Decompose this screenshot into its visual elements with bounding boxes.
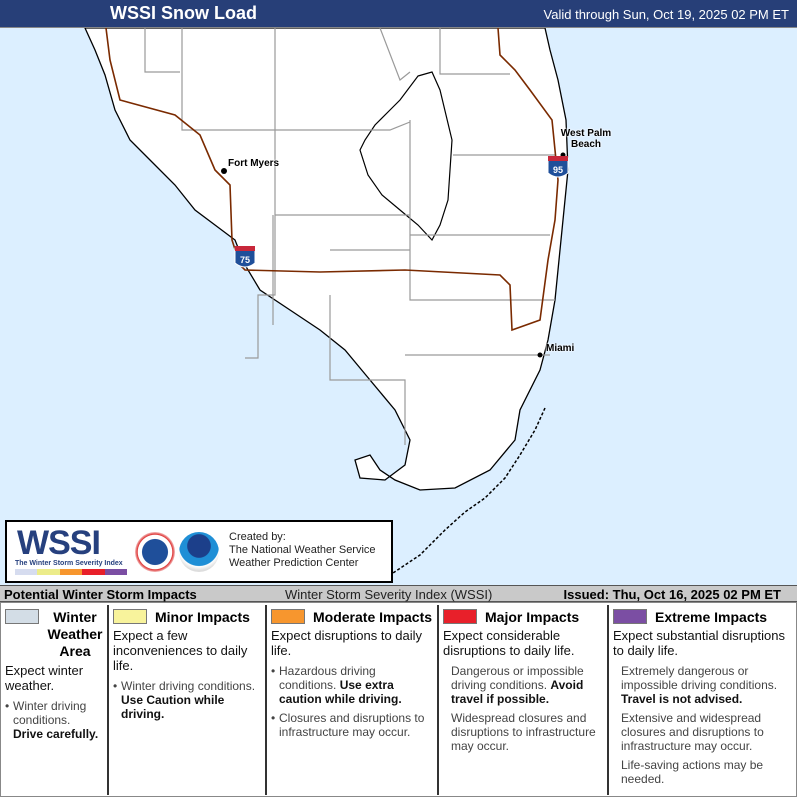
city-label-fort-myers: Fort Myers (228, 158, 280, 169)
header-bar: WSSI Snow Load Valid through Sun, Oct 19… (0, 0, 797, 28)
legend-minor-impacts: Minor Impacts Expect a few inconvenience… (109, 605, 267, 795)
valid-through: Valid through Sun, Oct 19, 2025 02 PM ET (543, 7, 789, 22)
nws-seal-icon (135, 532, 175, 572)
legend-lead: Expect a few inconveniences to daily lif… (113, 628, 248, 673)
org-wpc: Weather Prediction Center (229, 557, 359, 569)
swatch (271, 609, 305, 624)
fort-myers-marker (221, 168, 227, 174)
impact-legend: Winter Weather Area Expect winter weathe… (0, 602, 797, 797)
map-area[interactable]: 75 95 Fort Myers West Palm Beach Miami (0, 28, 797, 585)
issued-time: Issued: Thu, Oct 16, 2025 02 PM ET (563, 587, 781, 602)
legend-lead: Expect substantial disruptions to daily … (613, 628, 785, 658)
lake-okeechobee (359, 71, 453, 242)
legend-extreme-impacts: Extreme Impacts Expect substantial disru… (609, 605, 797, 795)
legend-item: Dangerous or impossible driving conditio… (451, 664, 584, 706)
org-nws: The National Weather Service (229, 544, 376, 556)
noaa-seal-icon (179, 532, 219, 572)
legend-lead: Expect disruptions to daily life. (271, 628, 423, 658)
legend-winter-weather-area: Winter Weather Area Expect winter weathe… (1, 605, 109, 795)
legend-lead: Expect winter weather. (5, 663, 84, 693)
swatch (113, 609, 147, 624)
swatch (613, 609, 647, 624)
legend-item: Extensive and widespread closures and di… (621, 711, 764, 753)
major-roads (105, 28, 559, 332)
swatch (5, 609, 39, 624)
legend-item: Widespread closures and disruptions to i… (451, 711, 596, 753)
legend-lead: Expect considerable disruptions to daily… (443, 628, 575, 658)
created-by-label: Created by: (229, 531, 286, 543)
interstate-75-shield: 75 (234, 246, 256, 268)
city-label-west-palm-beach: West Palm Beach (560, 128, 612, 150)
legend-title: Major Impacts (485, 609, 580, 625)
land (84, 28, 569, 491)
i75-label: 75 (240, 255, 250, 265)
legend-title: Minor Impacts (155, 609, 250, 625)
legend-title: Extreme Impacts (655, 609, 768, 625)
info-bar: Potential Winter Storm Impacts Winter St… (0, 585, 797, 602)
interstate-95-shield: 95 (547, 156, 569, 178)
index-name: Winter Storm Severity Index (WSSI) (285, 587, 493, 602)
city-label-miami: Miami (546, 343, 575, 354)
legend-item: • Hazardous driving conditions. Use extra… (271, 664, 402, 706)
wssi-tagline: The Winter Storm Severity Index (15, 560, 123, 567)
legend-title: Moderate Impacts (313, 609, 433, 625)
legend-item: • Closures and disruptions to infrastruct… (271, 711, 425, 739)
wssi-wordmark: WSSI (17, 524, 101, 562)
wssi-color-bar (15, 569, 128, 575)
legend-moderate-impacts: Moderate Impacts Expect disruptions to d… (267, 605, 439, 795)
impacts-heading: Potential Winter Storm Impacts (4, 587, 197, 602)
i95-label: 95 (553, 165, 563, 175)
created-by-text: Created by: The National Weather Service… (229, 531, 376, 570)
swatch (443, 609, 477, 624)
legend-item: Life-saving actions may be needed. (621, 758, 764, 786)
map-svg: 75 95 (84, 28, 569, 576)
legend-item: Extremely dangerous or impossible drivin… (621, 664, 778, 706)
wssi-logo-box: WSSI The Winter Storm Severity Index Cre… (5, 520, 393, 583)
map-title: WSSI Snow Load (110, 3, 257, 23)
miami-marker (537, 352, 543, 358)
legend-major-impacts: Major Impacts Expect considerable disrup… (439, 605, 609, 795)
legend-item: • Winter driving conditions. Use Caution … (113, 679, 256, 721)
legend-item: • Winter driving conditions. Drive carefu… (5, 699, 99, 741)
county-boundaries (144, 28, 555, 445)
legend-title: Winter Weather Area (47, 609, 103, 659)
